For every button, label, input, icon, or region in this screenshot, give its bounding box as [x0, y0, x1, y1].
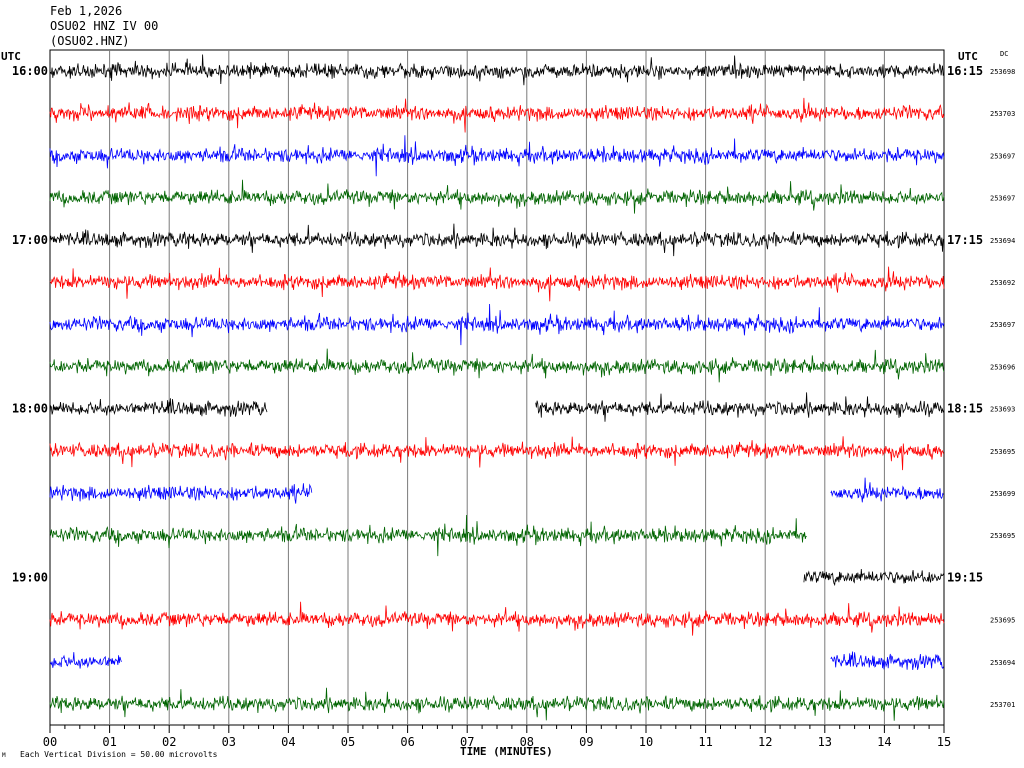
row-end-time-label: 19:15 — [947, 570, 983, 584]
row-end-time-label: 16:15 — [947, 64, 983, 78]
x-tick-label: 10 — [639, 735, 653, 749]
seismic-trace — [49, 223, 945, 257]
right-utc-label: UTC — [958, 50, 978, 63]
seismic-trace — [49, 398, 268, 417]
seismic-trace — [49, 601, 945, 636]
x-tick-label: 09 — [579, 735, 593, 749]
row-start-time-label: 16:00 — [12, 64, 48, 78]
row-labels: 16:00 16:15 253698 253703 253697 253697 17:00 1… — [12, 64, 1015, 709]
seismic-trace — [49, 97, 945, 133]
dc-offset-label: 253695 — [990, 532, 1015, 540]
x-tick-label: 00 — [43, 735, 57, 749]
seismic-trace — [830, 477, 944, 503]
seismic-trace — [49, 483, 313, 504]
seismic-trace — [49, 348, 945, 383]
scale-note: Each Vertical Division = 50.00 microvolt… — [20, 750, 218, 759]
seismic-trace — [49, 135, 945, 177]
dc-offset-label: 253694 — [990, 237, 1015, 245]
x-tick-label: 07 — [460, 735, 474, 749]
dc-offset-label: 253694 — [990, 659, 1015, 667]
x-tick-label: 01 — [102, 735, 116, 749]
seismic-trace — [803, 568, 945, 587]
dc-offset-label: 253695 — [990, 617, 1015, 625]
corner-mark: M — [2, 752, 6, 759]
x-tick-label: 04 — [281, 735, 295, 749]
seismic-trace — [49, 179, 945, 214]
x-tick-label: 11 — [698, 735, 712, 749]
dc-offset-label: 253697 — [990, 321, 1015, 329]
dc-offset-label: 253703 — [990, 110, 1015, 118]
dc-offset-label: 253695 — [990, 448, 1015, 456]
row-end-time-label: 17:15 — [947, 233, 983, 247]
x-axis-title: TIME (MINUTES) — [460, 745, 553, 758]
seismic-trace — [830, 651, 944, 670]
seismic-trace — [49, 687, 945, 721]
dc-offset-label: 253698 — [990, 68, 1015, 76]
x-tick-label: 12 — [758, 735, 772, 749]
seismic-trace — [49, 514, 807, 557]
seismic-trace — [49, 436, 944, 471]
row-start-time-label: 19:00 — [12, 570, 48, 584]
seismic-trace — [535, 392, 945, 422]
dc-offset-label: 253701 — [990, 701, 1015, 709]
header-date: Feb 1,2026 — [50, 4, 123, 18]
seismic-trace — [49, 54, 944, 86]
x-tick-label: 03 — [222, 735, 236, 749]
dc-offset-label: 253693 — [990, 406, 1015, 414]
x-tick-label: 15 — [937, 735, 951, 749]
dc-column-header: DC — [1000, 50, 1009, 58]
trace-group — [49, 54, 945, 721]
x-tick-label: 14 — [877, 735, 891, 749]
x-tick-label: 02 — [162, 735, 176, 749]
header-station-code: (OSU02.HNZ) — [50, 34, 130, 48]
x-axis: 00 01 02 03 04 05 06 07 08 09 10 11 12 13 14 15 — [43, 725, 951, 749]
seismic-trace — [49, 652, 122, 669]
x-tick-label: 13 — [818, 735, 832, 749]
x-tick-label: 05 — [341, 735, 355, 749]
header-station-line: OSU02 HNZ IV 00 — [50, 19, 159, 33]
x-tick-label: 06 — [400, 735, 414, 749]
seismic-trace — [49, 266, 945, 302]
dc-offset-label: 253697 — [990, 152, 1015, 160]
dc-offset-label: 253696 — [990, 363, 1015, 371]
dc-offset-label: 253697 — [990, 195, 1015, 203]
row-end-time-label: 18:15 — [947, 402, 983, 416]
dc-offset-label: 253692 — [990, 279, 1015, 287]
dc-offset-label: 253699 — [990, 490, 1015, 498]
plot-frame — [49, 49, 945, 726]
row-start-time-label: 17:00 — [12, 233, 48, 247]
left-utc-label: UTC — [1, 50, 21, 63]
row-start-time-label: 18:00 — [12, 402, 48, 416]
x-tick-label: 08 — [520, 735, 534, 749]
seismic-trace — [49, 303, 945, 346]
